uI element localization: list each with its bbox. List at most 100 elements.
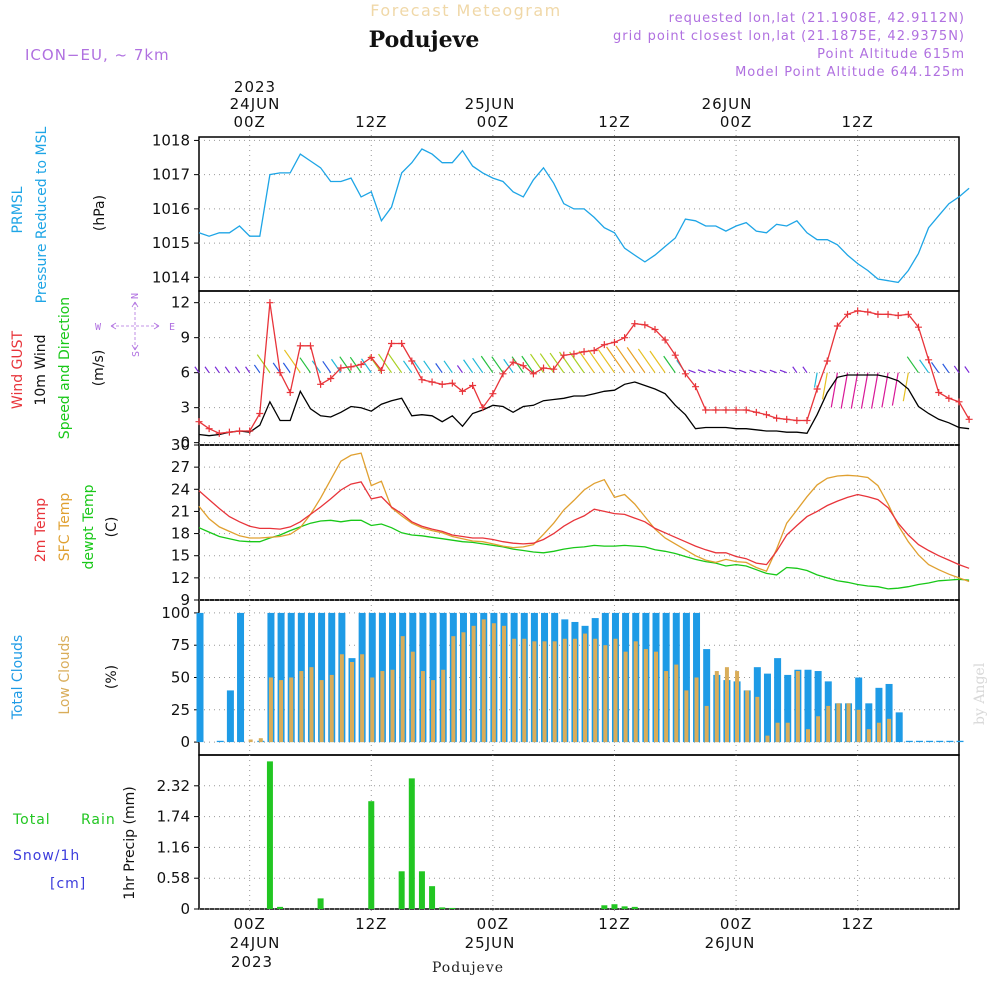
bottom-hour-label: 00Z [720,915,752,933]
pressure-tick-label: 1016 [152,200,190,218]
wind-tick-label: 9 [180,329,190,347]
gust-marker [215,429,223,437]
rain-bar [631,906,638,909]
wind-direction-arrow [387,352,403,374]
low-cloud-bar [309,667,314,743]
wind-gust-label: Wind GUST [10,330,26,409]
top-date-2: 25JUN [465,95,516,113]
total-cloud-bar [946,740,954,743]
wind-10m-label: 10m Wind [33,334,49,405]
gust-marker [692,383,700,391]
low-cloud-bar [887,718,892,743]
gust-marker [357,361,365,368]
bottom-hour-label: 12Z [598,915,630,933]
wind-direction-arrow [204,366,210,374]
gust-marker [752,408,760,416]
pressure-series-line [198,148,970,284]
low-cloud-bar [471,625,476,743]
gust-marker [347,363,355,371]
clouds-tick-label: 50 [171,669,190,687]
wind-direction-arrow [378,353,393,374]
wind-direction-arrow [870,372,879,409]
bottom-year: 2023 [231,953,273,971]
gust-marker [621,334,629,342]
top-hour-label: 12Z [598,113,630,131]
low-cloud-bar [370,677,375,743]
gust-marker [661,336,669,344]
gust-marker [651,326,659,333]
wind-direction-arrow [718,369,727,374]
rain-bar [277,906,284,909]
wind-direction-arrow [435,363,443,374]
low-cloud-bar [806,729,810,743]
low-cloud-bar [846,703,851,743]
wind-gust-series-line [198,302,970,434]
low-cloud-bar [633,641,638,743]
wind-direction-arrow [953,365,960,374]
gust-marker [783,415,791,423]
wind-direction-arrow [860,372,869,409]
gust-marker [266,299,274,307]
wind-direction-arrow [813,372,818,388]
low-cloud-bar [856,709,861,743]
pressure-label-desc: Pressure Reduced to MSL [34,126,50,303]
wind-direction-arrow [942,363,950,374]
wind-direction-arrow [322,360,332,374]
low-cloud-bar [714,671,719,743]
temp-tick-label: 9 [180,591,190,609]
rain-bar [368,801,375,909]
gust-marker [600,341,608,349]
wind-direction-arrow [282,362,291,374]
wind-tick-label: 12 [171,294,190,312]
rain-bar [408,778,415,909]
gust-marker [489,390,497,398]
total-cloud-bar [926,740,934,743]
rain-bar [449,907,456,909]
total-cloud-bar [682,612,690,743]
wind-direction-arrow [697,369,706,374]
top-date-1: 24JUN [230,95,281,113]
top-date-3: 26JUN [702,95,753,113]
total-cloud-bar [956,740,964,743]
wind-direction-arrow [539,353,555,374]
gust-marker [509,358,517,366]
gust-marker [803,417,811,424]
low-cloud-bar [390,669,395,743]
precip-tick-label: 0 [180,900,190,918]
low-cloud-bar [431,680,436,743]
total-cloud-bar [703,649,711,743]
top-hour-label: 12Z [841,113,873,131]
wind-direction-arrow [463,359,474,374]
wind-direction-arrow [688,369,696,374]
low-cloud-bar [664,671,669,743]
rain-bar [429,886,436,909]
wind-direction-arrow [472,357,484,374]
bottom-date-3: 26JUN [705,934,756,952]
pressure-tick-label: 1018 [152,131,190,149]
precip-tick-label: 1.74 [157,808,190,826]
rain-bar [439,907,446,909]
low-cloud-bar [461,632,466,743]
gust-marker [388,340,396,347]
wind-direction-arrow [881,372,889,408]
wind-direction-arrow [891,372,899,406]
low-cloud-bar [654,651,658,743]
gust-marker [773,414,781,422]
compass-w: W [95,322,102,333]
wind-direction-arrow [361,358,372,374]
low-cloud-bar [826,705,831,743]
gust-marker [479,404,487,412]
low-cloud-bar [552,641,557,743]
wind-direction-arrow [850,372,859,409]
low-cloud-bar [258,738,263,743]
low-cloud-bar [745,690,750,743]
pressure-label-prmsl: PRMSL [10,186,26,233]
precip-cm-label: [cm] [50,876,86,892]
low-cloud-bar [795,671,800,743]
low-cloud-bar [572,638,577,743]
total-cloud-bar [936,740,944,743]
low-cloud-bar [502,625,506,743]
low-cloud-bar [876,722,881,743]
gust-marker [722,406,730,414]
gust-marker [225,428,233,436]
